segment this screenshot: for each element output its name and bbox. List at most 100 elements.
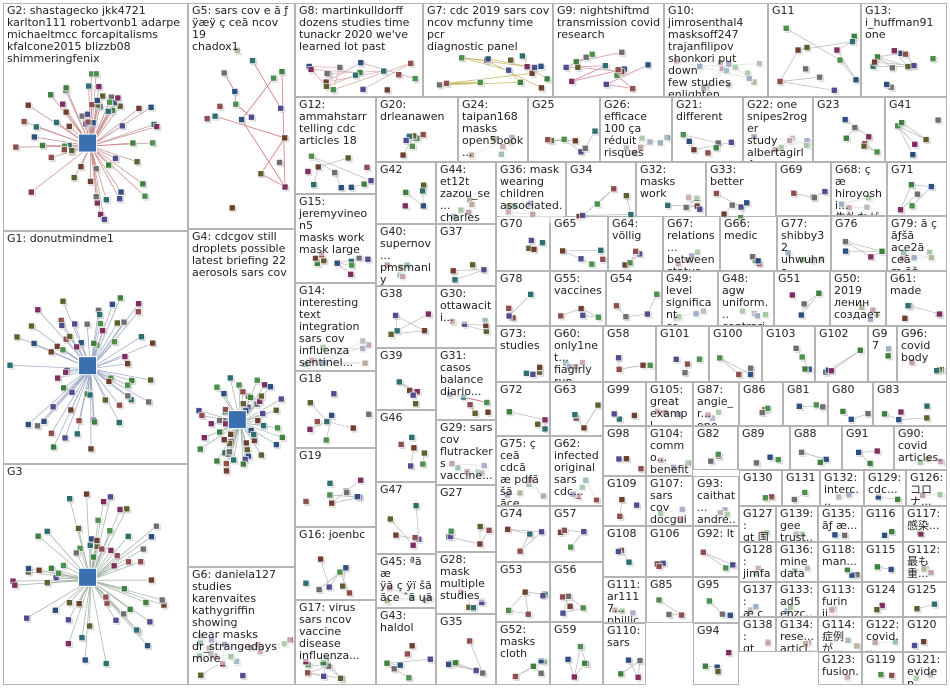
node (815, 289, 823, 297)
node (449, 267, 457, 275)
group-network-g8 (305, 59, 420, 95)
node (323, 70, 331, 77)
node (749, 253, 756, 261)
node (571, 411, 579, 419)
group-label: G102 (819, 328, 865, 340)
node (530, 662, 537, 670)
group-network-g70 (525, 237, 547, 254)
node (623, 192, 630, 199)
edge (779, 49, 799, 82)
node (579, 312, 587, 319)
node (615, 366, 623, 373)
node (307, 399, 314, 406)
node (62, 84, 70, 92)
node (857, 346, 864, 354)
edge (693, 141, 732, 151)
node (881, 532, 888, 539)
group-label: G106 (650, 528, 690, 540)
group-network-g80 (839, 408, 872, 424)
node (911, 141, 919, 148)
node (137, 558, 144, 565)
group-network-g124 (873, 602, 887, 615)
node (65, 123, 73, 130)
node (348, 184, 355, 191)
node (529, 371, 537, 378)
node (149, 339, 156, 347)
node (425, 310, 432, 318)
group-label: G134: rese... articl... (780, 619, 815, 651)
node (117, 188, 125, 196)
node (762, 494, 769, 502)
node (831, 86, 838, 94)
node (602, 62, 609, 70)
group-label: G18 (299, 373, 373, 385)
node (725, 649, 733, 656)
group-cell-g20: G20: drleanawen (376, 97, 458, 162)
edge (519, 531, 542, 552)
node (471, 409, 479, 417)
group-cell-g131: G131 (782, 470, 820, 506)
edge (89, 580, 91, 627)
group-network-g57 (557, 527, 589, 552)
node (842, 238, 849, 245)
node (538, 528, 545, 536)
node (914, 190, 921, 198)
node (466, 637, 473, 645)
node (346, 589, 353, 597)
group-network-g88 (798, 448, 831, 467)
group-network-g7 (436, 52, 552, 93)
group-cell-g83: G83 (873, 382, 947, 426)
group-cell-g35: G35 (436, 614, 496, 685)
node (322, 436, 330, 444)
node (116, 401, 123, 409)
node (702, 662, 709, 670)
node (24, 421, 32, 428)
node (411, 75, 419, 82)
node (409, 142, 416, 150)
node (728, 201, 736, 209)
node (35, 566, 43, 574)
group-cell-g22: G22: one snipes2roger study albertagirl4… (743, 97, 813, 162)
node (841, 116, 849, 123)
edge (845, 241, 883, 252)
node (254, 417, 262, 424)
group-label: G89 (742, 428, 787, 440)
group-cell-g29: G29: sars cov flutrackers vaccine... (436, 420, 496, 485)
group-cell-g138: G138: gt (739, 617, 776, 652)
node (801, 365, 809, 373)
group-label: G49: level significant co (666, 273, 715, 325)
edge (90, 525, 157, 581)
group-cell-g121: G121: eviden... (903, 652, 947, 685)
group-cell-g25: G25 (528, 97, 600, 162)
group-label: G82 (697, 428, 735, 440)
edge (415, 505, 420, 540)
node (841, 532, 848, 539)
group-cell-g139: G139: gee trust... (776, 506, 818, 542)
node (228, 204, 236, 212)
group-label: G7: cdc 2019 sars cov ncov mcfunny time … (427, 4, 550, 53)
group-network-g131 (791, 489, 810, 504)
group-network-g58 (615, 354, 655, 374)
node (720, 210, 728, 218)
node (315, 586, 323, 593)
node (125, 558, 132, 566)
node (124, 392, 132, 400)
node (735, 371, 743, 378)
group-network-g135 (831, 531, 850, 540)
group-label: G28: mask multiple studies (440, 554, 493, 602)
node (387, 330, 395, 338)
node (484, 408, 492, 416)
node (328, 499, 336, 507)
group-cell-g41: G41 (885, 97, 947, 162)
node (11, 581, 19, 589)
group-network-g98 (615, 455, 645, 474)
edge (90, 124, 155, 147)
group-label: G80 (832, 384, 870, 396)
node (852, 76, 860, 84)
node (910, 62, 918, 69)
node (220, 436, 228, 444)
node (559, 247, 566, 255)
group-cell-g123: G123: fusion... (818, 652, 862, 685)
edge (68, 580, 91, 644)
group-label: G131 (786, 471, 817, 484)
